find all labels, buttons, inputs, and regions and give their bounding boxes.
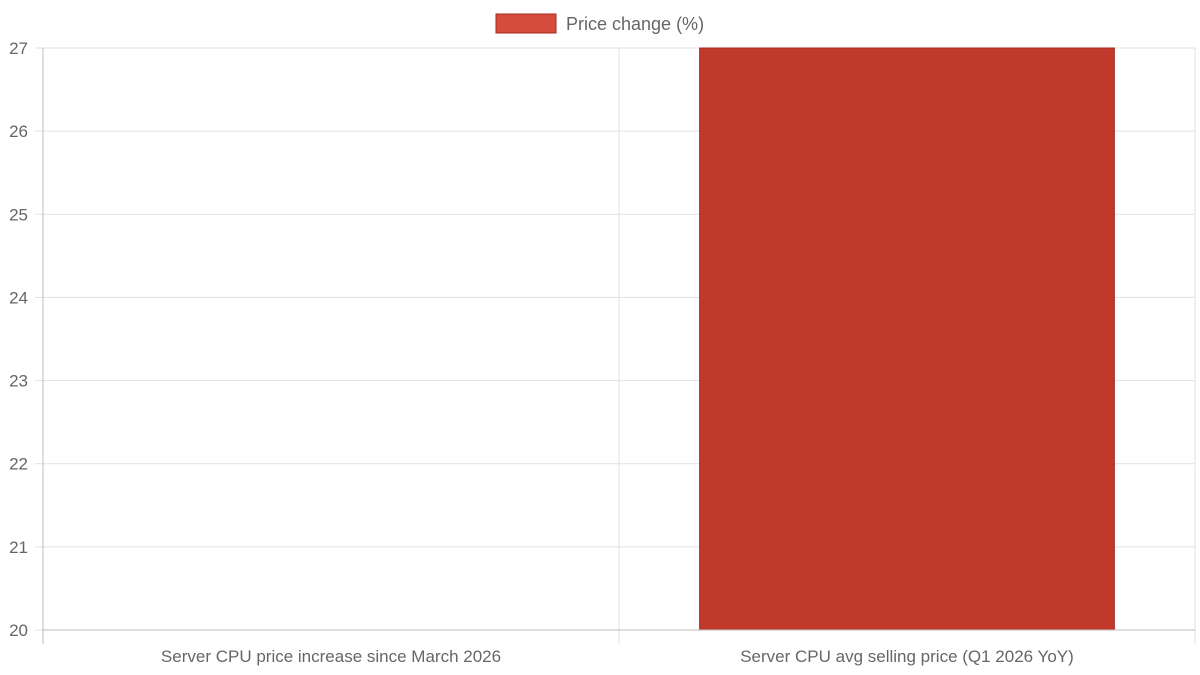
y-tick-label: 27 [9, 39, 28, 58]
legend-label-price-change: Price change (%) [566, 14, 704, 34]
bar-1[interactable] [699, 47, 1115, 631]
y-tick-label: 25 [9, 205, 28, 224]
y-tick-label: 23 [9, 372, 28, 391]
y-tick-label: 20 [9, 621, 28, 640]
y-tick-label: 21 [9, 538, 28, 557]
y-tick-label: 24 [9, 288, 28, 307]
axes [42, 48, 1195, 644]
x-tick-label: Server CPU avg selling price (Q1 2026 Yo… [740, 647, 1074, 666]
legend-swatch-price-change [495, 13, 557, 34]
y-axis-tick-labels: 20 21 22 23 24 25 26 27 [9, 39, 28, 640]
x-axis-tick-labels: Server CPU price increase since March 20… [161, 647, 1074, 666]
x-tick-label: Server CPU price increase since March 20… [161, 647, 501, 666]
bars [699, 47, 1115, 631]
legend[interactable]: Price change (%) [495, 13, 704, 34]
y-tick-label: 26 [9, 122, 28, 141]
y-tick-label: 22 [9, 455, 28, 474]
